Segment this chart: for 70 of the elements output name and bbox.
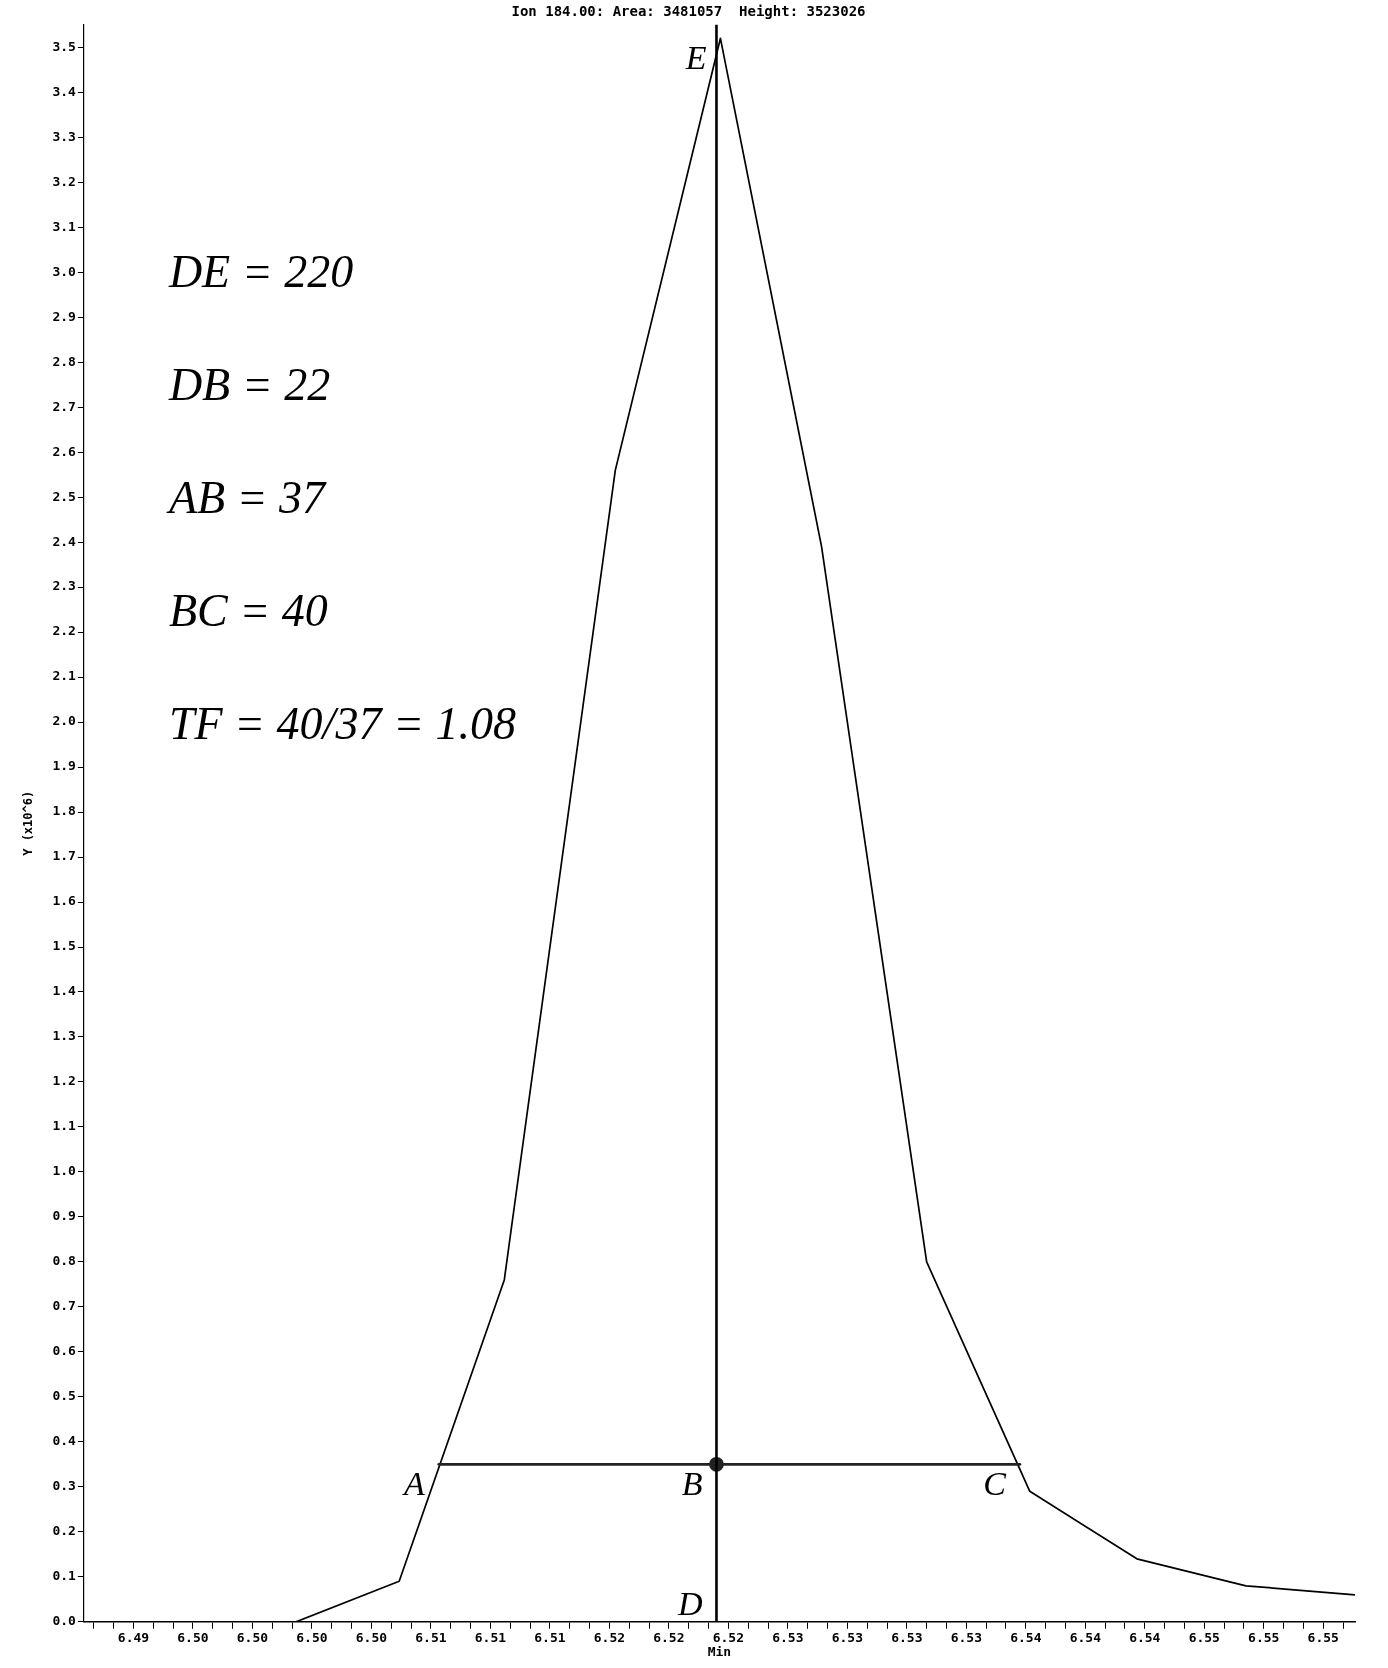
y-tick-label: 2.4 <box>52 533 77 549</box>
annotation: B <box>681 1465 703 1503</box>
x-tick-label: 6.51 <box>534 1629 566 1645</box>
x-tick-label: 6.51 <box>474 1629 507 1645</box>
x-tick-label: 6.49 <box>117 1629 150 1645</box>
x-tick-label: 6.53 <box>950 1629 982 1645</box>
x-tick-label: 6.55 <box>1307 1629 1339 1645</box>
x-tick-label: 6.55 <box>1188 1629 1220 1645</box>
y-tick-label: 0.8 <box>52 1253 77 1269</box>
annotation: D <box>676 1584 703 1622</box>
y-tick-label: 0.1 <box>52 1568 77 1584</box>
y-tick-label: 1.3 <box>52 1028 76 1044</box>
y-tick-label: 0.0 <box>52 1613 77 1629</box>
y-tick-label: 1.0 <box>52 1163 77 1179</box>
y-tick-label: 0.4 <box>52 1433 77 1449</box>
x-tick-label: 6.50 <box>236 1629 269 1645</box>
y-tick-label: 0.7 <box>52 1298 76 1314</box>
x-tick-label: 6.54 <box>1069 1629 1102 1645</box>
x-tick-label: 6.55 <box>1248 1629 1280 1645</box>
y-tick-label: 2.0 <box>52 713 77 729</box>
y-tick-label: 0.5 <box>52 1388 76 1404</box>
y-tick-label: 2.7 <box>52 398 76 414</box>
x-tick-label: 6.53 <box>831 1629 863 1645</box>
y-tick-label: 3.0 <box>52 263 77 279</box>
y-tick-label: 1.7 <box>52 848 76 864</box>
annotation: C <box>983 1465 1007 1503</box>
x-tick-label: 6.53 <box>891 1629 923 1645</box>
y-tick-label: 1.4 <box>52 983 77 999</box>
y-tick-label: 1.2 <box>52 1073 76 1089</box>
annotation: DE = 220 <box>167 245 354 297</box>
y-tick-label: 2.9 <box>52 308 76 324</box>
y-tick-label: 3.2 <box>52 173 76 189</box>
annotation: BC = 40 <box>168 584 328 636</box>
y-tick-label: 3.3 <box>52 128 76 144</box>
y-tick-label: 1.1 <box>52 1118 77 1134</box>
x-tick-label: 6.54 <box>1129 1629 1161 1645</box>
y-tick-label: 2.2 <box>52 623 76 639</box>
y-tick-label: 0.9 <box>52 1208 76 1224</box>
x-tick-label: 6.50 <box>296 1629 328 1645</box>
y-tick-label: 3.5 <box>52 38 76 54</box>
x-tick-label: 6.51 <box>415 1629 447 1645</box>
chart-title: Ion 184.00: Area: 3481057 Height: 3523026 <box>511 3 866 20</box>
y-tick-label: 3.4 <box>52 83 77 99</box>
y-tick-label: 0.2 <box>52 1523 76 1539</box>
y-tick-label: 2.1 <box>52 668 77 684</box>
y-tick-label: 1.9 <box>52 758 76 774</box>
x-axis-title: Min <box>707 1643 732 1659</box>
annotation: TF = 40/37 = 1.08 <box>168 697 516 749</box>
y-tick-label: 0.3 <box>52 1478 76 1494</box>
y-tick-label: 1.8 <box>52 803 77 819</box>
x-tick-label: 6.50 <box>177 1629 209 1645</box>
y-tick-label: 1.5 <box>52 938 76 954</box>
y-tick-label: 3.1 <box>52 218 77 234</box>
y-axis-title: Y (x10^6) <box>21 790 36 856</box>
annotation: A <box>402 1465 426 1503</box>
x-tick-label: 6.50 <box>355 1629 388 1645</box>
y-tick-label: 2.3 <box>52 578 76 594</box>
x-tick-label: 6.52 <box>712 1629 745 1645</box>
y-tick-label: 2.6 <box>52 443 77 459</box>
annotation: E <box>684 39 707 77</box>
annotation: DB = 22 <box>167 358 331 410</box>
y-tick-label: 0.6 <box>52 1343 77 1359</box>
x-tick-label: 6.53 <box>772 1629 804 1645</box>
y-tick-label: 1.6 <box>52 893 77 909</box>
x-tick-label: 6.52 <box>593 1629 626 1645</box>
annotation: AB = 37 <box>165 471 328 523</box>
x-tick-label: 6.52 <box>653 1629 685 1645</box>
x-tick-label: 6.54 <box>1010 1629 1042 1645</box>
y-tick-label: 2.5 <box>52 488 76 504</box>
y-tick-label: 2.8 <box>52 353 77 369</box>
